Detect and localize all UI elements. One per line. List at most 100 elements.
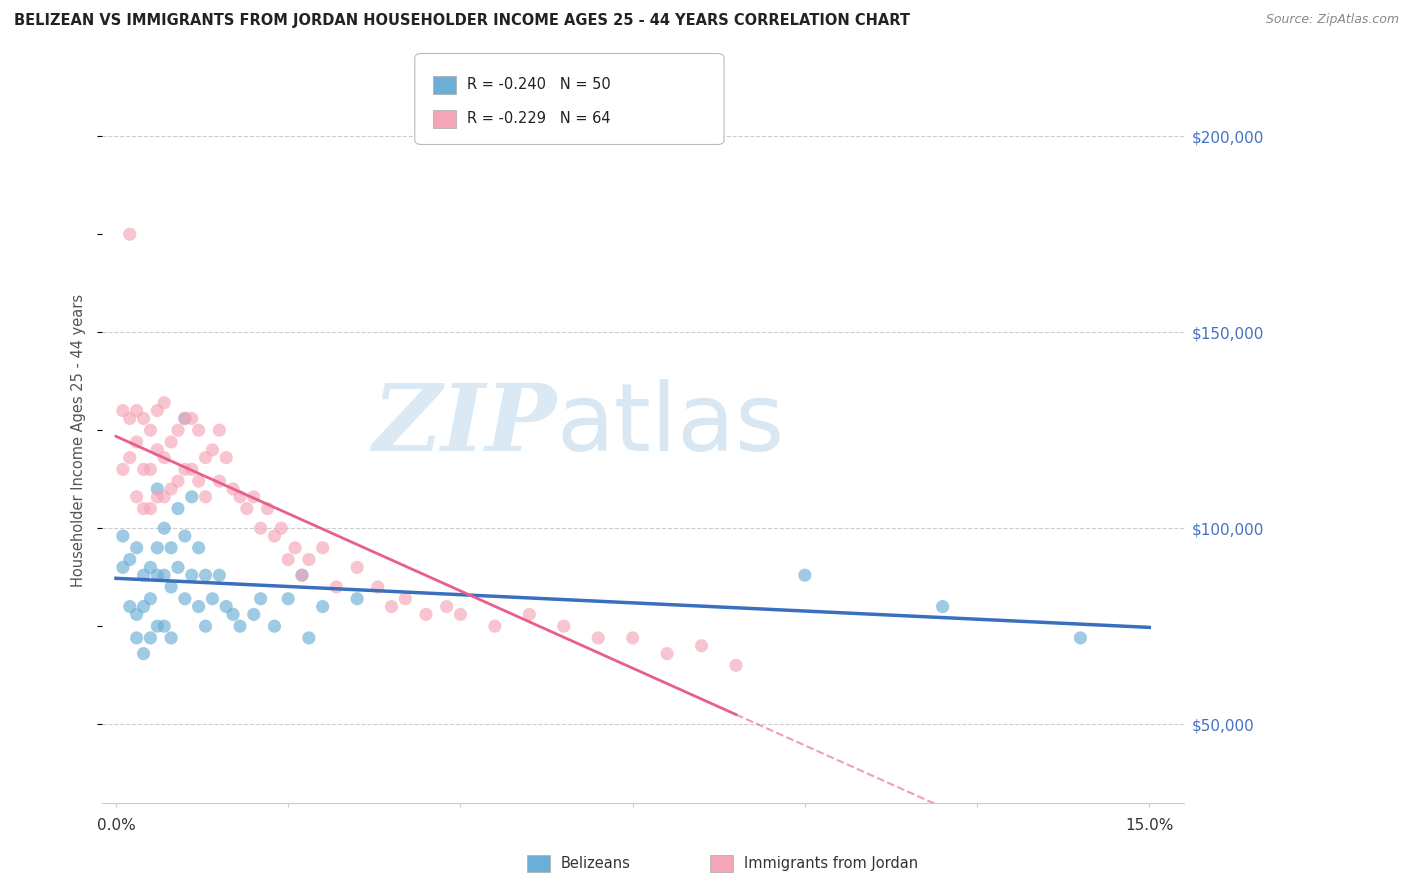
Point [194, 619, 217, 633]
Point [236, 501, 259, 516]
Point [139, 501, 162, 516]
Point [194, 568, 217, 582]
Point [311, 599, 333, 614]
Point [153, 450, 176, 465]
Point [263, 619, 285, 633]
Point [139, 423, 162, 437]
Y-axis label: Householder Income Ages 25 - 44 years: Householder Income Ages 25 - 44 years [72, 293, 86, 587]
Point [153, 490, 176, 504]
Point [222, 607, 245, 622]
Point [132, 568, 155, 582]
Point [111, 529, 134, 543]
Point [111, 403, 134, 417]
Point [139, 560, 162, 574]
Point [298, 552, 321, 566]
Point [367, 580, 389, 594]
Point [187, 423, 209, 437]
Point [242, 490, 264, 504]
Point [208, 568, 231, 582]
Point [1069, 631, 1091, 645]
Text: R = -0.240   N = 50: R = -0.240 N = 50 [467, 78, 610, 92]
Point [256, 501, 278, 516]
Point [621, 631, 644, 645]
Point [249, 521, 271, 535]
Point [118, 411, 141, 425]
Point [187, 541, 209, 555]
Point [139, 591, 162, 606]
Point [111, 560, 134, 574]
Point [146, 568, 169, 582]
Point [222, 482, 245, 496]
Point [793, 568, 815, 582]
Point [394, 591, 416, 606]
Text: R = -0.229   N = 64: R = -0.229 N = 64 [467, 112, 610, 126]
Point [284, 541, 307, 555]
Point [325, 580, 347, 594]
Point [132, 462, 155, 476]
Point [311, 541, 333, 555]
Point [111, 462, 134, 476]
Point [146, 442, 169, 457]
Point [187, 474, 209, 488]
Text: Belizeans: Belizeans [561, 856, 631, 871]
Point [167, 423, 190, 437]
Text: Immigrants from Jordan: Immigrants from Jordan [744, 856, 918, 871]
Point [146, 619, 169, 633]
Point [173, 591, 195, 606]
Point [160, 541, 183, 555]
Point [146, 541, 169, 555]
Text: ZIP: ZIP [373, 381, 557, 470]
Text: BELIZEAN VS IMMIGRANTS FROM JORDAN HOUSEHOLDER INCOME AGES 25 - 44 YEARS CORRELA: BELIZEAN VS IMMIGRANTS FROM JORDAN HOUSE… [14, 13, 910, 29]
Point [277, 591, 299, 606]
Point [484, 619, 506, 633]
Point [173, 462, 195, 476]
Point [132, 501, 155, 516]
Point [173, 411, 195, 425]
Point [153, 619, 176, 633]
Point [118, 552, 141, 566]
Point [194, 490, 217, 504]
Point [180, 462, 202, 476]
Point [160, 631, 183, 645]
Point [167, 501, 190, 516]
Point [346, 560, 368, 574]
Point [208, 423, 231, 437]
Point [201, 591, 224, 606]
Point [125, 607, 148, 622]
Point [215, 450, 238, 465]
Point [449, 607, 471, 622]
Point [298, 631, 321, 645]
Point [215, 599, 238, 614]
Point [291, 568, 314, 582]
Point [139, 631, 162, 645]
Point [125, 403, 148, 417]
Point [180, 490, 202, 504]
Point [553, 619, 575, 633]
Point [139, 462, 162, 476]
Point [586, 631, 609, 645]
Point [132, 411, 155, 425]
Point [201, 442, 224, 457]
Point [931, 599, 953, 614]
Point [180, 568, 202, 582]
Point [249, 591, 271, 606]
Point [415, 607, 437, 622]
Point [291, 568, 314, 582]
Point [242, 607, 264, 622]
Point [132, 647, 155, 661]
Point [160, 580, 183, 594]
Point [194, 450, 217, 465]
Point [153, 568, 176, 582]
Point [436, 599, 458, 614]
Point [153, 521, 176, 535]
Text: 0.0%: 0.0% [97, 818, 135, 833]
Point [187, 599, 209, 614]
Point [173, 529, 195, 543]
Point [346, 591, 368, 606]
Point [160, 482, 183, 496]
Point [180, 411, 202, 425]
Point [118, 599, 141, 614]
Point [118, 450, 141, 465]
Point [118, 227, 141, 242]
Point [125, 434, 148, 449]
